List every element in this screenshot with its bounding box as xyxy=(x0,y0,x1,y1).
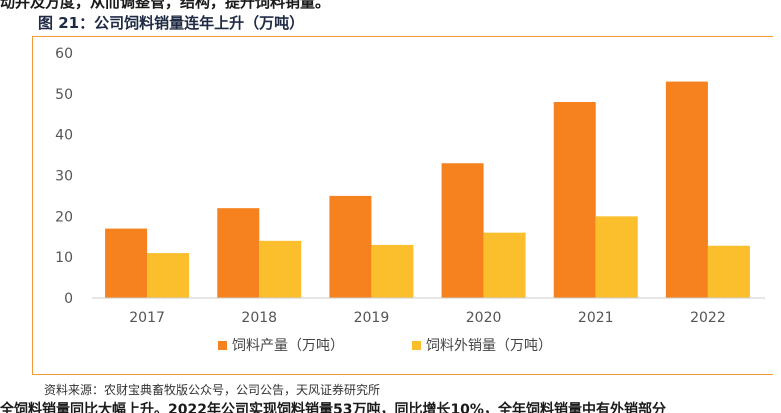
legend-label: 饲料产量（万吨） xyxy=(232,338,344,354)
y-tick-label: 10 xyxy=(55,250,73,266)
bar-chart: 0 10 20 30 40 50 60 2017 2018 2019 2020 2021 2022 饲… xyxy=(55,46,765,354)
y-tick-label: 60 xyxy=(55,46,73,62)
bars-group xyxy=(105,81,750,298)
bar-2020-production xyxy=(441,163,484,298)
x-tick-label: 2020 xyxy=(466,310,502,326)
y-tick-label: 30 xyxy=(55,169,73,185)
legend-swatch xyxy=(218,341,227,350)
bar-2021-external-sales xyxy=(595,216,638,298)
legend-label: 饲料外销量（万吨） xyxy=(426,338,552,354)
bar-2017-production xyxy=(105,228,148,298)
x-tick-label: 2018 xyxy=(241,310,277,326)
x-tick-label: 2022 xyxy=(690,310,726,326)
y-axis: 0 10 20 30 40 50 60 xyxy=(55,46,73,307)
top-rule xyxy=(32,36,773,37)
legend: 饲料产量（万吨） 饲料外销量（万吨） xyxy=(218,338,552,354)
x-axis: 2017 2018 2019 2020 2021 2022 xyxy=(129,310,725,326)
bar-2021-production xyxy=(553,102,596,298)
bar-2019-production xyxy=(329,195,372,298)
bar-2018-external-sales xyxy=(259,240,302,298)
figure-title: 图 21：公司饲料销量连年上升（万吨） xyxy=(38,14,305,32)
source-note: 资料来源：农财宝典畜牧版公众号，公司公告，天风证券研究所 xyxy=(44,383,381,397)
bar-2017-external-sales xyxy=(147,253,190,298)
y-tick-label: 20 xyxy=(55,209,73,225)
x-tick-label: 2017 xyxy=(129,310,165,326)
bar-2020-external-sales xyxy=(483,232,526,298)
bar-2019-external-sales xyxy=(371,244,414,298)
y-tick-label: 40 xyxy=(55,128,73,144)
bottom-rule xyxy=(32,374,773,375)
x-tick-label: 2021 xyxy=(578,310,614,326)
bar-2018-production xyxy=(217,208,260,298)
y-tick-label: 50 xyxy=(55,87,73,103)
x-tick-label: 2019 xyxy=(354,310,390,326)
y-tick-label: 0 xyxy=(64,291,73,307)
truncated-header-text: 动并及方度，从而调整管，结构，提升饲料销量。 xyxy=(0,0,331,11)
bar-2022-production xyxy=(665,81,708,298)
truncated-footer-text: 全饲料销量同比大幅上升。2022年公司实现饲料销量53万吨，同比增长10%，全年… xyxy=(0,402,666,413)
left-rule xyxy=(32,36,33,374)
legend-swatch xyxy=(412,341,421,350)
bar-2022-external-sales xyxy=(707,245,750,298)
